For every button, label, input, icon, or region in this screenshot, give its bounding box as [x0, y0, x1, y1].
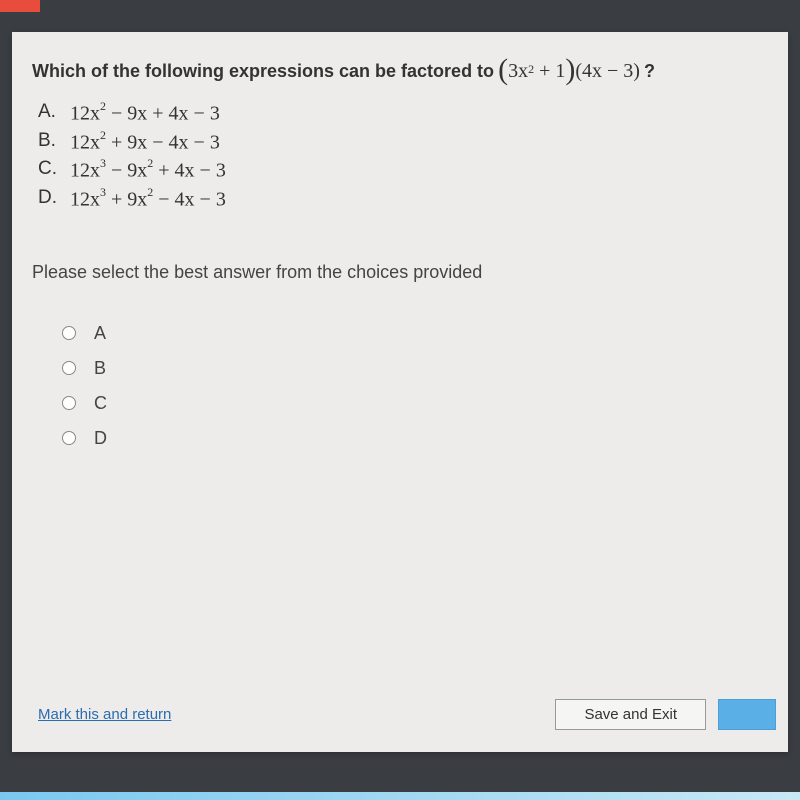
choice-c: C. 12x3 − 9x2 + 4x − 3 — [38, 158, 768, 183]
mark-return-link[interactable]: Mark this and return — [38, 706, 171, 723]
choice-expr: 12x3 + 9x2 − 4x − 3 — [70, 187, 226, 212]
choice-expr: 12x2 + 9x − 4x − 3 — [70, 130, 220, 155]
radio-icon[interactable] — [62, 431, 76, 445]
save-exit-button[interactable]: Save and Exit — [555, 699, 706, 730]
target-expression: (3x2 + 1)(4x − 3) — [498, 60, 640, 83]
choice-label: C. — [38, 158, 70, 180]
radio-icon[interactable] — [62, 361, 76, 375]
button-row: Save and Exit — [555, 699, 776, 730]
choice-d: D. 12x3 + 9x2 − 4x − 3 — [38, 187, 768, 212]
radio-label: D — [94, 428, 107, 449]
radio-icon[interactable] — [62, 396, 76, 410]
next-button[interactable] — [718, 699, 776, 730]
choice-b: B. 12x2 + 9x − 4x − 3 — [38, 130, 768, 155]
radio-option-d[interactable]: D — [62, 428, 768, 449]
question-text: Which of the following expressions can b… — [32, 60, 768, 83]
radio-label: C — [94, 393, 107, 414]
instruction-text: Please select the best answer from the c… — [32, 262, 768, 283]
radio-option-b[interactable]: B — [62, 358, 768, 379]
question-prefix: Which of the following expressions can b… — [32, 61, 494, 82]
choice-expr: 12x2 − 9x + 4x − 3 — [70, 101, 220, 126]
question-suffix: ? — [644, 61, 655, 82]
radio-label: B — [94, 358, 106, 379]
choice-a: A. 12x2 − 9x + 4x − 3 — [38, 101, 768, 126]
radio-label: A — [94, 323, 106, 344]
quiz-panel: Which of the following expressions can b… — [12, 32, 788, 752]
footer-bar: Mark this and return Save and Exit — [38, 699, 776, 730]
choice-label: B. — [38, 130, 70, 152]
radio-option-c[interactable]: C — [62, 393, 768, 414]
taskbar-strip — [0, 792, 800, 800]
choice-expr: 12x3 − 9x2 + 4x − 3 — [70, 158, 226, 183]
answer-radio-group: A B C D — [62, 323, 768, 449]
choice-label: A. — [38, 101, 70, 123]
radio-icon[interactable] — [62, 326, 76, 340]
choice-label: D. — [38, 187, 70, 209]
radio-option-a[interactable]: A — [62, 323, 768, 344]
expression-choices: A. 12x2 − 9x + 4x − 3 B. 12x2 + 9x − 4x … — [38, 101, 768, 212]
top-accent-bar — [0, 0, 800, 12]
